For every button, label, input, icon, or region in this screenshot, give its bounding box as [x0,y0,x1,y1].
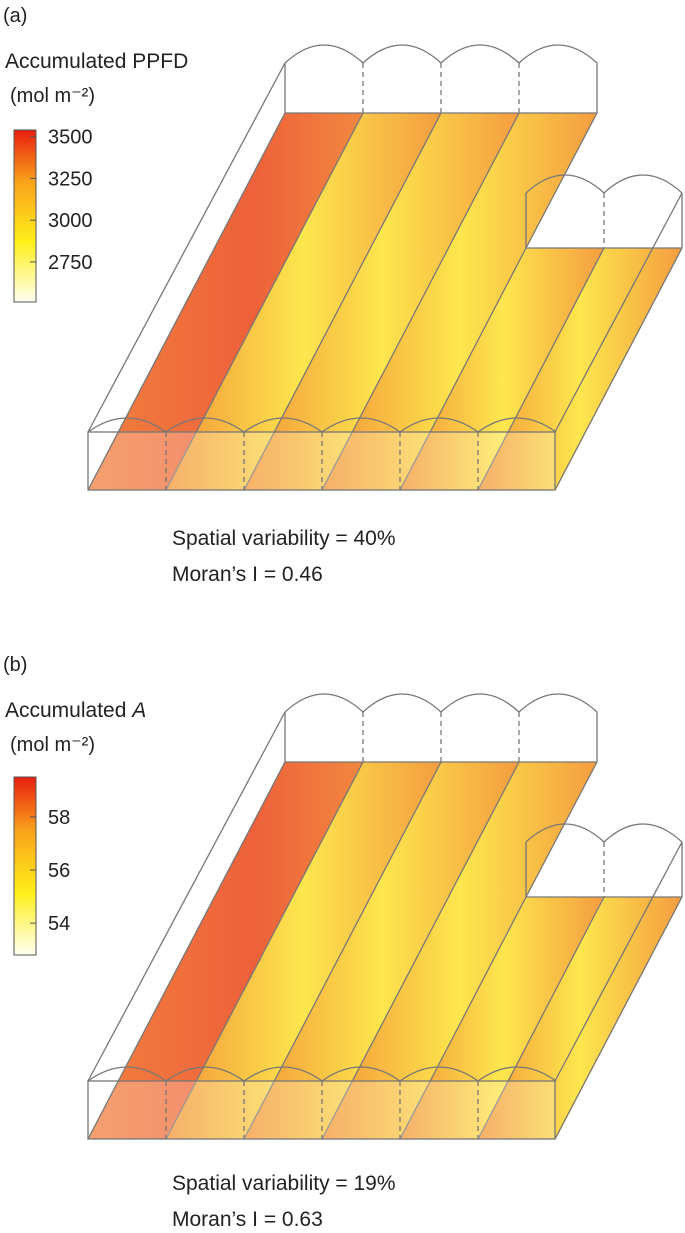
colorbar [13,129,37,303]
heatmap-span [478,248,682,490]
heatmap-span [166,113,441,490]
front-arc [477,417,557,433]
roof-edge [87,62,286,433]
back-arc [603,174,683,194]
colorbar-tick-label: 3500 [48,127,93,149]
front-arc [87,417,167,433]
front-arc [321,417,401,433]
stat-text: Spatial variability = 19% [172,1172,396,1195]
back-arc [284,44,364,64]
legend-title: Accumulated A [5,699,146,722]
colorbar-tick-label: 58 [48,807,70,829]
heatmap-span [322,762,597,1139]
heatmap-span [322,113,597,490]
front-arc [243,417,323,433]
colorbar-tick-label: 54 [48,913,70,935]
back-arc [603,823,683,843]
roof-edge [87,711,286,1082]
back-arc [518,693,598,713]
gutter-line [399,896,527,1140]
title-text: Accumulated PPFD [5,50,188,73]
front-arc [399,417,479,433]
gutter-line [477,896,605,1140]
back-arc [362,693,442,713]
heatmap-span [400,248,604,490]
floor-edge [554,896,683,1140]
colorbar [13,776,37,956]
stat-text: Spatial variability = 40% [172,527,396,550]
title-text: Accumulated [5,699,132,722]
heatmap-span [244,113,519,490]
front-arc [399,1066,479,1082]
roof-edge [554,841,683,1082]
back-arc [284,693,364,713]
legend-unit: (mol m⁻²) [10,85,95,107]
floor-edge [554,247,683,491]
front-arc [243,1066,323,1082]
notch-edge [525,761,598,898]
back-arc [362,44,442,64]
gutter-line [165,112,364,491]
colorbar-tick-label: 3250 [48,168,93,190]
notch-edge [525,112,598,249]
legend-unit: (mol m⁻²) [10,734,95,756]
gutter-line [165,761,364,1140]
front-arc [165,1066,245,1082]
panel-label: (b) [3,654,27,676]
back-arc [518,44,598,64]
heatmap-span [88,762,363,1139]
back-arc [440,44,520,64]
colorbar-tick-label: 3000 [48,210,93,232]
front-arc [321,1066,401,1082]
gutter-line [243,112,442,491]
front-arc [87,1066,167,1082]
colorbar-tick-label: 56 [48,860,70,882]
heatmap-span [400,897,604,1139]
gutter-line [243,761,442,1140]
stat-text: Moran’s I = 0.46 [172,563,323,586]
heatmap-span [478,897,682,1139]
heatmap-span [88,113,363,490]
heatmap-span [244,762,519,1139]
title-symbol: A [130,699,146,722]
floor-edge [87,112,286,491]
gutter-line [321,761,520,1140]
roof-edge [554,192,683,433]
panel-label: (a) [3,5,27,27]
stat-text: Moran’s I = 0.63 [172,1208,323,1228]
front-arc [165,417,245,433]
gutter-line [321,112,520,491]
back-arc [440,693,520,713]
gutter-line [477,247,605,491]
floor-edge [87,761,286,1140]
colorbar-tick-label: 2750 [48,252,93,274]
heatmap-span [166,762,441,1139]
legend-title: Accumulated PPFD [5,50,188,73]
gutter-line [399,247,527,491]
front-arc [477,1066,557,1082]
